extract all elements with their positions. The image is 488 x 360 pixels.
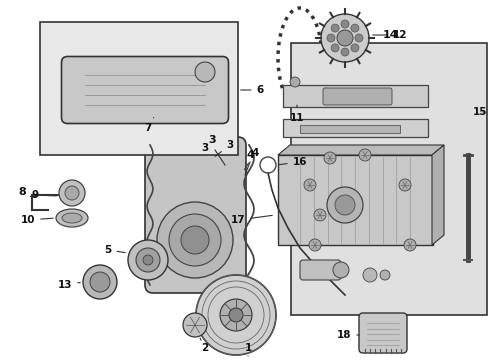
Bar (278, 155, 432, 245)
Circle shape (326, 34, 334, 42)
Circle shape (169, 214, 221, 266)
Circle shape (362, 268, 376, 282)
Circle shape (336, 30, 352, 46)
Text: 8: 8 (18, 187, 26, 197)
Bar (299, 125, 399, 133)
Circle shape (308, 239, 320, 251)
Text: 11: 11 (289, 105, 304, 123)
Circle shape (128, 240, 168, 280)
Circle shape (340, 20, 348, 28)
Ellipse shape (62, 213, 82, 223)
Text: 3: 3 (208, 135, 215, 145)
Circle shape (354, 34, 362, 42)
Circle shape (313, 209, 325, 221)
Text: 17: 17 (230, 215, 272, 225)
Text: 13: 13 (58, 280, 80, 290)
Circle shape (304, 179, 315, 191)
Bar (290, 43, 486, 315)
Text: 12: 12 (372, 30, 407, 40)
Circle shape (332, 262, 348, 278)
Text: 18: 18 (336, 330, 359, 340)
Circle shape (320, 14, 368, 62)
Circle shape (326, 187, 362, 223)
Text: 10: 10 (20, 215, 53, 225)
Circle shape (330, 44, 338, 52)
FancyBboxPatch shape (358, 313, 406, 353)
Text: 5: 5 (104, 245, 125, 255)
Circle shape (379, 270, 389, 280)
Circle shape (65, 186, 79, 200)
Text: 2: 2 (200, 338, 208, 353)
Bar (40, 22, 238, 155)
FancyBboxPatch shape (61, 57, 228, 123)
Circle shape (403, 239, 415, 251)
Text: 7: 7 (144, 117, 153, 133)
Polygon shape (431, 145, 443, 245)
Circle shape (183, 313, 206, 337)
Circle shape (398, 179, 410, 191)
FancyBboxPatch shape (61, 113, 228, 126)
Bar (283, 119, 427, 137)
Circle shape (181, 226, 208, 254)
Text: 3: 3 (215, 140, 233, 156)
Circle shape (136, 248, 160, 272)
Circle shape (142, 255, 153, 265)
Text: 15: 15 (472, 107, 486, 117)
Circle shape (330, 24, 338, 32)
Circle shape (350, 44, 358, 52)
Text: 4: 4 (244, 148, 258, 170)
Circle shape (358, 149, 370, 161)
Circle shape (350, 24, 358, 32)
Bar (283, 85, 427, 107)
Polygon shape (278, 145, 443, 155)
FancyBboxPatch shape (323, 88, 391, 105)
Circle shape (59, 180, 85, 206)
Circle shape (324, 152, 335, 164)
Circle shape (90, 272, 110, 292)
Circle shape (289, 77, 299, 87)
Circle shape (220, 299, 251, 331)
Circle shape (334, 195, 354, 215)
Circle shape (195, 62, 215, 82)
FancyBboxPatch shape (145, 137, 245, 293)
Text: 14: 14 (382, 30, 397, 40)
Text: 9: 9 (31, 190, 56, 200)
Text: 4: 4 (245, 150, 253, 160)
FancyBboxPatch shape (299, 260, 340, 280)
Ellipse shape (56, 209, 88, 227)
Circle shape (228, 308, 243, 322)
Circle shape (157, 202, 232, 278)
Text: 3: 3 (201, 143, 208, 153)
Text: 6: 6 (240, 85, 263, 95)
Text: 1: 1 (244, 343, 251, 356)
Text: 16: 16 (278, 157, 306, 167)
Circle shape (340, 48, 348, 56)
Circle shape (83, 265, 117, 299)
Circle shape (196, 275, 275, 355)
